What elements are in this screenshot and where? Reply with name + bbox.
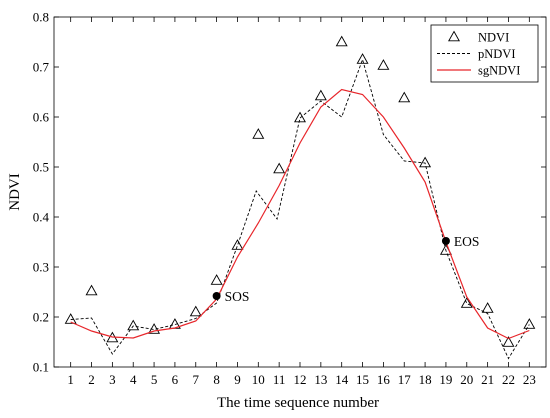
x-tick-label: 17 (398, 372, 412, 387)
axes: 1 2 3 4 5 6 7 8 9 10 11 12 13 14 15 16 17 18 19 20 21 22 230.1… (33, 10, 547, 387)
x-tick-label: 23 (523, 372, 536, 387)
ndvi-marker (231, 239, 244, 250)
ndvi-marker (210, 274, 223, 285)
x-tick-label: 18 (419, 372, 432, 387)
ndvi-marker (85, 284, 98, 296)
x-tick-label: 14 (335, 372, 349, 387)
eos-label: EOS (454, 234, 480, 249)
y-tick-label: 0.7 (33, 60, 50, 75)
y-tick-label: 0.4 (33, 210, 50, 225)
x-tick-label: 2 (88, 372, 95, 387)
y-tick-label: 0.1 (33, 360, 49, 375)
legend-label: sgNDVI (478, 64, 520, 78)
y-tick-label: 0.6 (33, 110, 50, 125)
y-tick-label: 0.3 (33, 260, 49, 275)
plot-area: SOS EOS (64, 35, 536, 360)
ndvi-marker (335, 35, 348, 47)
legend-label: pNDVI (478, 47, 516, 61)
x-axis-label: The time sequence number (217, 395, 379, 411)
ndvi-marker (502, 336, 515, 347)
ndvi-marker (127, 319, 140, 331)
x-tick-label: 15 (356, 372, 369, 387)
eos-point (441, 237, 450, 245)
x-tick-label: 16 (377, 372, 391, 387)
sgndvi-line (70, 88, 530, 340)
legend-symbol-ndvi (448, 30, 460, 42)
ndvi-marker (460, 297, 473, 308)
sos-point (212, 292, 221, 300)
x-tick-label: 21 (481, 372, 494, 387)
ndvi-marker (356, 53, 369, 64)
x-tick-label: 10 (252, 372, 265, 387)
x-tick-label: 6 (172, 372, 179, 387)
x-tick-label: 13 (314, 372, 327, 387)
ndvi-marker (398, 91, 411, 103)
ndvi-marker (419, 156, 432, 168)
x-tick-label: 3 (109, 372, 116, 387)
legend: NDVI pNDVI sgNDVI (430, 24, 539, 83)
x-tick-label: 5 (151, 372, 158, 387)
x-tick-label: 22 (502, 372, 515, 387)
ndvi-marker (481, 302, 494, 313)
sos-label: SOS (225, 289, 250, 304)
ndvi-marker (252, 128, 265, 139)
x-tick-label: 11 (273, 372, 286, 387)
ndvi-marker (273, 162, 286, 174)
x-tick-label: 1 (67, 372, 74, 387)
y-axis-label: NDVI (7, 173, 23, 211)
x-tick-label: 8 (213, 372, 220, 387)
x-tick-label: 7 (193, 372, 200, 387)
x-tick-label: 4 (130, 372, 137, 387)
legend-label: NDVI (478, 31, 509, 45)
ndvi-marker (314, 89, 327, 101)
pndvi-line (70, 58, 530, 360)
y-tick-label: 0.5 (33, 160, 49, 175)
y-tick-label: 0.2 (33, 310, 49, 325)
x-tick-label: 12 (294, 372, 307, 387)
ndvi-marker (377, 59, 390, 70)
x-tick-label: 20 (460, 372, 473, 387)
x-tick-label: 19 (439, 372, 452, 387)
ndvi-marker (294, 111, 306, 123)
x-tick-label: 9 (234, 372, 241, 387)
ndvi-marker (64, 313, 77, 324)
ndvi-marker (523, 318, 536, 329)
y-tick-label: 0.8 (33, 10, 49, 25)
ndvi-marker (189, 305, 202, 317)
